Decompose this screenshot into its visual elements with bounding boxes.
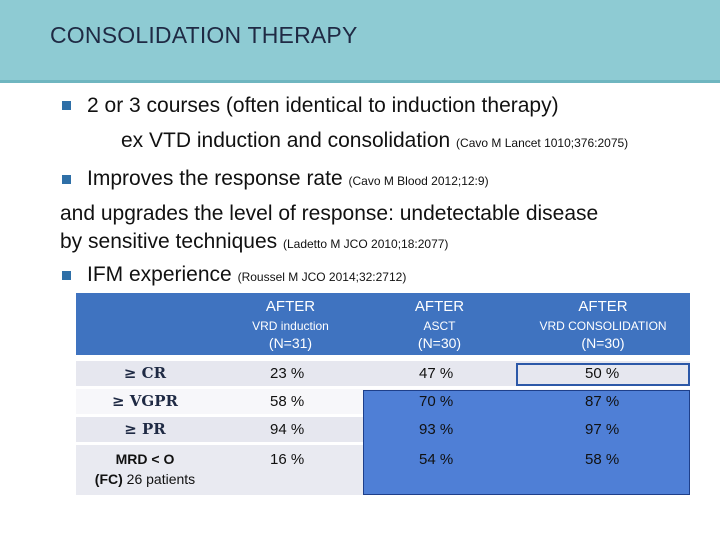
results-table: AFTER VRD induction (N=31) AFTER ASCT (N… (76, 293, 690, 495)
value-cell: 47 % (419, 365, 454, 382)
bullet-2: Improves the response rate (Cavo M Blood… (87, 167, 489, 191)
bullet-1-reference: (Cavo M Lancet 1010;376:2075) (456, 136, 629, 150)
header-arm-name: VRD CONSOLIDATION (539, 319, 667, 333)
header-n: (N=30) (581, 335, 625, 351)
header-asct: AFTER ASCT (N=30) (363, 293, 516, 355)
bullet-2-cont-text-2: by sensitive techniques (60, 230, 278, 253)
criterion-cr: ≥ CR (123, 364, 167, 382)
bullet-2-reference: (Cavo M Blood 2012;12:9) (348, 174, 489, 188)
criterion-vgpr: ≥ VGPR (112, 392, 178, 410)
header-after-label: AFTER (578, 298, 628, 315)
value-cell: 87 % (585, 393, 620, 410)
bullet-1-sub-text: ex VTD induction and consolidation (121, 129, 451, 152)
mrd-patients-label: 26 patients (122, 471, 196, 487)
bullet-2-text: Improves the response rate (87, 167, 343, 190)
value-cell: 58 % (270, 393, 305, 410)
bullet-2-cont-text-1: and upgrades the level of response: unde… (60, 202, 599, 225)
header-vrd-induction: AFTER VRD induction (N=31) (218, 293, 363, 355)
highlight-block (363, 390, 690, 495)
bullet-2-continuation-1: and upgrades the level of response: unde… (60, 202, 598, 226)
criterion-mrd: MRD < O (FC) 26 patients (76, 451, 214, 487)
title-bar (0, 0, 720, 80)
bullet-3: IFM experience (Roussel M JCO 2014;32:27… (87, 263, 406, 287)
bullet-3-text: IFM experience (87, 263, 232, 286)
header-vrd-consolidation: AFTER VRD CONSOLIDATION (N=30) (516, 293, 690, 355)
value-cell: 50 % (585, 365, 620, 382)
bullet-2-cont-reference: (Ladetto M JCO 2010;18:2077) (282, 237, 449, 251)
value-cell: 23 % (270, 365, 305, 382)
bullet-1-sub: ex VTD induction and consolidation (Cavo… (121, 129, 628, 153)
header-after-label: AFTER (414, 298, 465, 315)
bullet-3-reference: (Roussel M JCO 2014;32:2712) (237, 270, 407, 284)
header-n: (N=30) (417, 335, 462, 351)
value-cell: 94 % (270, 421, 305, 438)
table-header-row: AFTER VRD induction (N=31) AFTER ASCT (N… (76, 293, 690, 355)
mrd-label-line-1: MRD < O (115, 451, 175, 467)
highlight-outline (516, 363, 690, 386)
bullet-1: 2 or 3 courses (often identical to induc… (87, 94, 559, 118)
bullet-icon (62, 175, 71, 184)
bullet-icon (62, 271, 71, 280)
criterion-pr: ≥ PR (124, 420, 166, 438)
value-cell: 70 % (419, 393, 454, 410)
value-cell: 93 % (419, 421, 454, 438)
bullet-2-continuation-2: by sensitive techniques (Ladetto M JCO 2… (60, 230, 448, 254)
mrd-fc-label: (FC) (94, 471, 123, 487)
header-arm-name: ASCT (423, 319, 456, 333)
mrd-label-line-2: (FC) 26 patients (76, 471, 214, 487)
table-row (76, 361, 690, 386)
title-underline (0, 80, 720, 83)
value-cell: 58 % (585, 451, 620, 468)
bullet-icon (62, 101, 71, 110)
header-after-label: AFTER (265, 298, 316, 315)
header-arm-name: VRD induction (252, 319, 329, 333)
slide-title: CONSOLIDATION THERAPY (50, 22, 358, 48)
header-n: (N=31) (268, 335, 313, 351)
value-cell: 16 % (270, 451, 305, 468)
value-cell: 54 % (419, 451, 454, 468)
value-cell: 97 % (585, 421, 620, 438)
bullet-1-text: 2 or 3 courses (often identical to induc… (87, 94, 559, 117)
